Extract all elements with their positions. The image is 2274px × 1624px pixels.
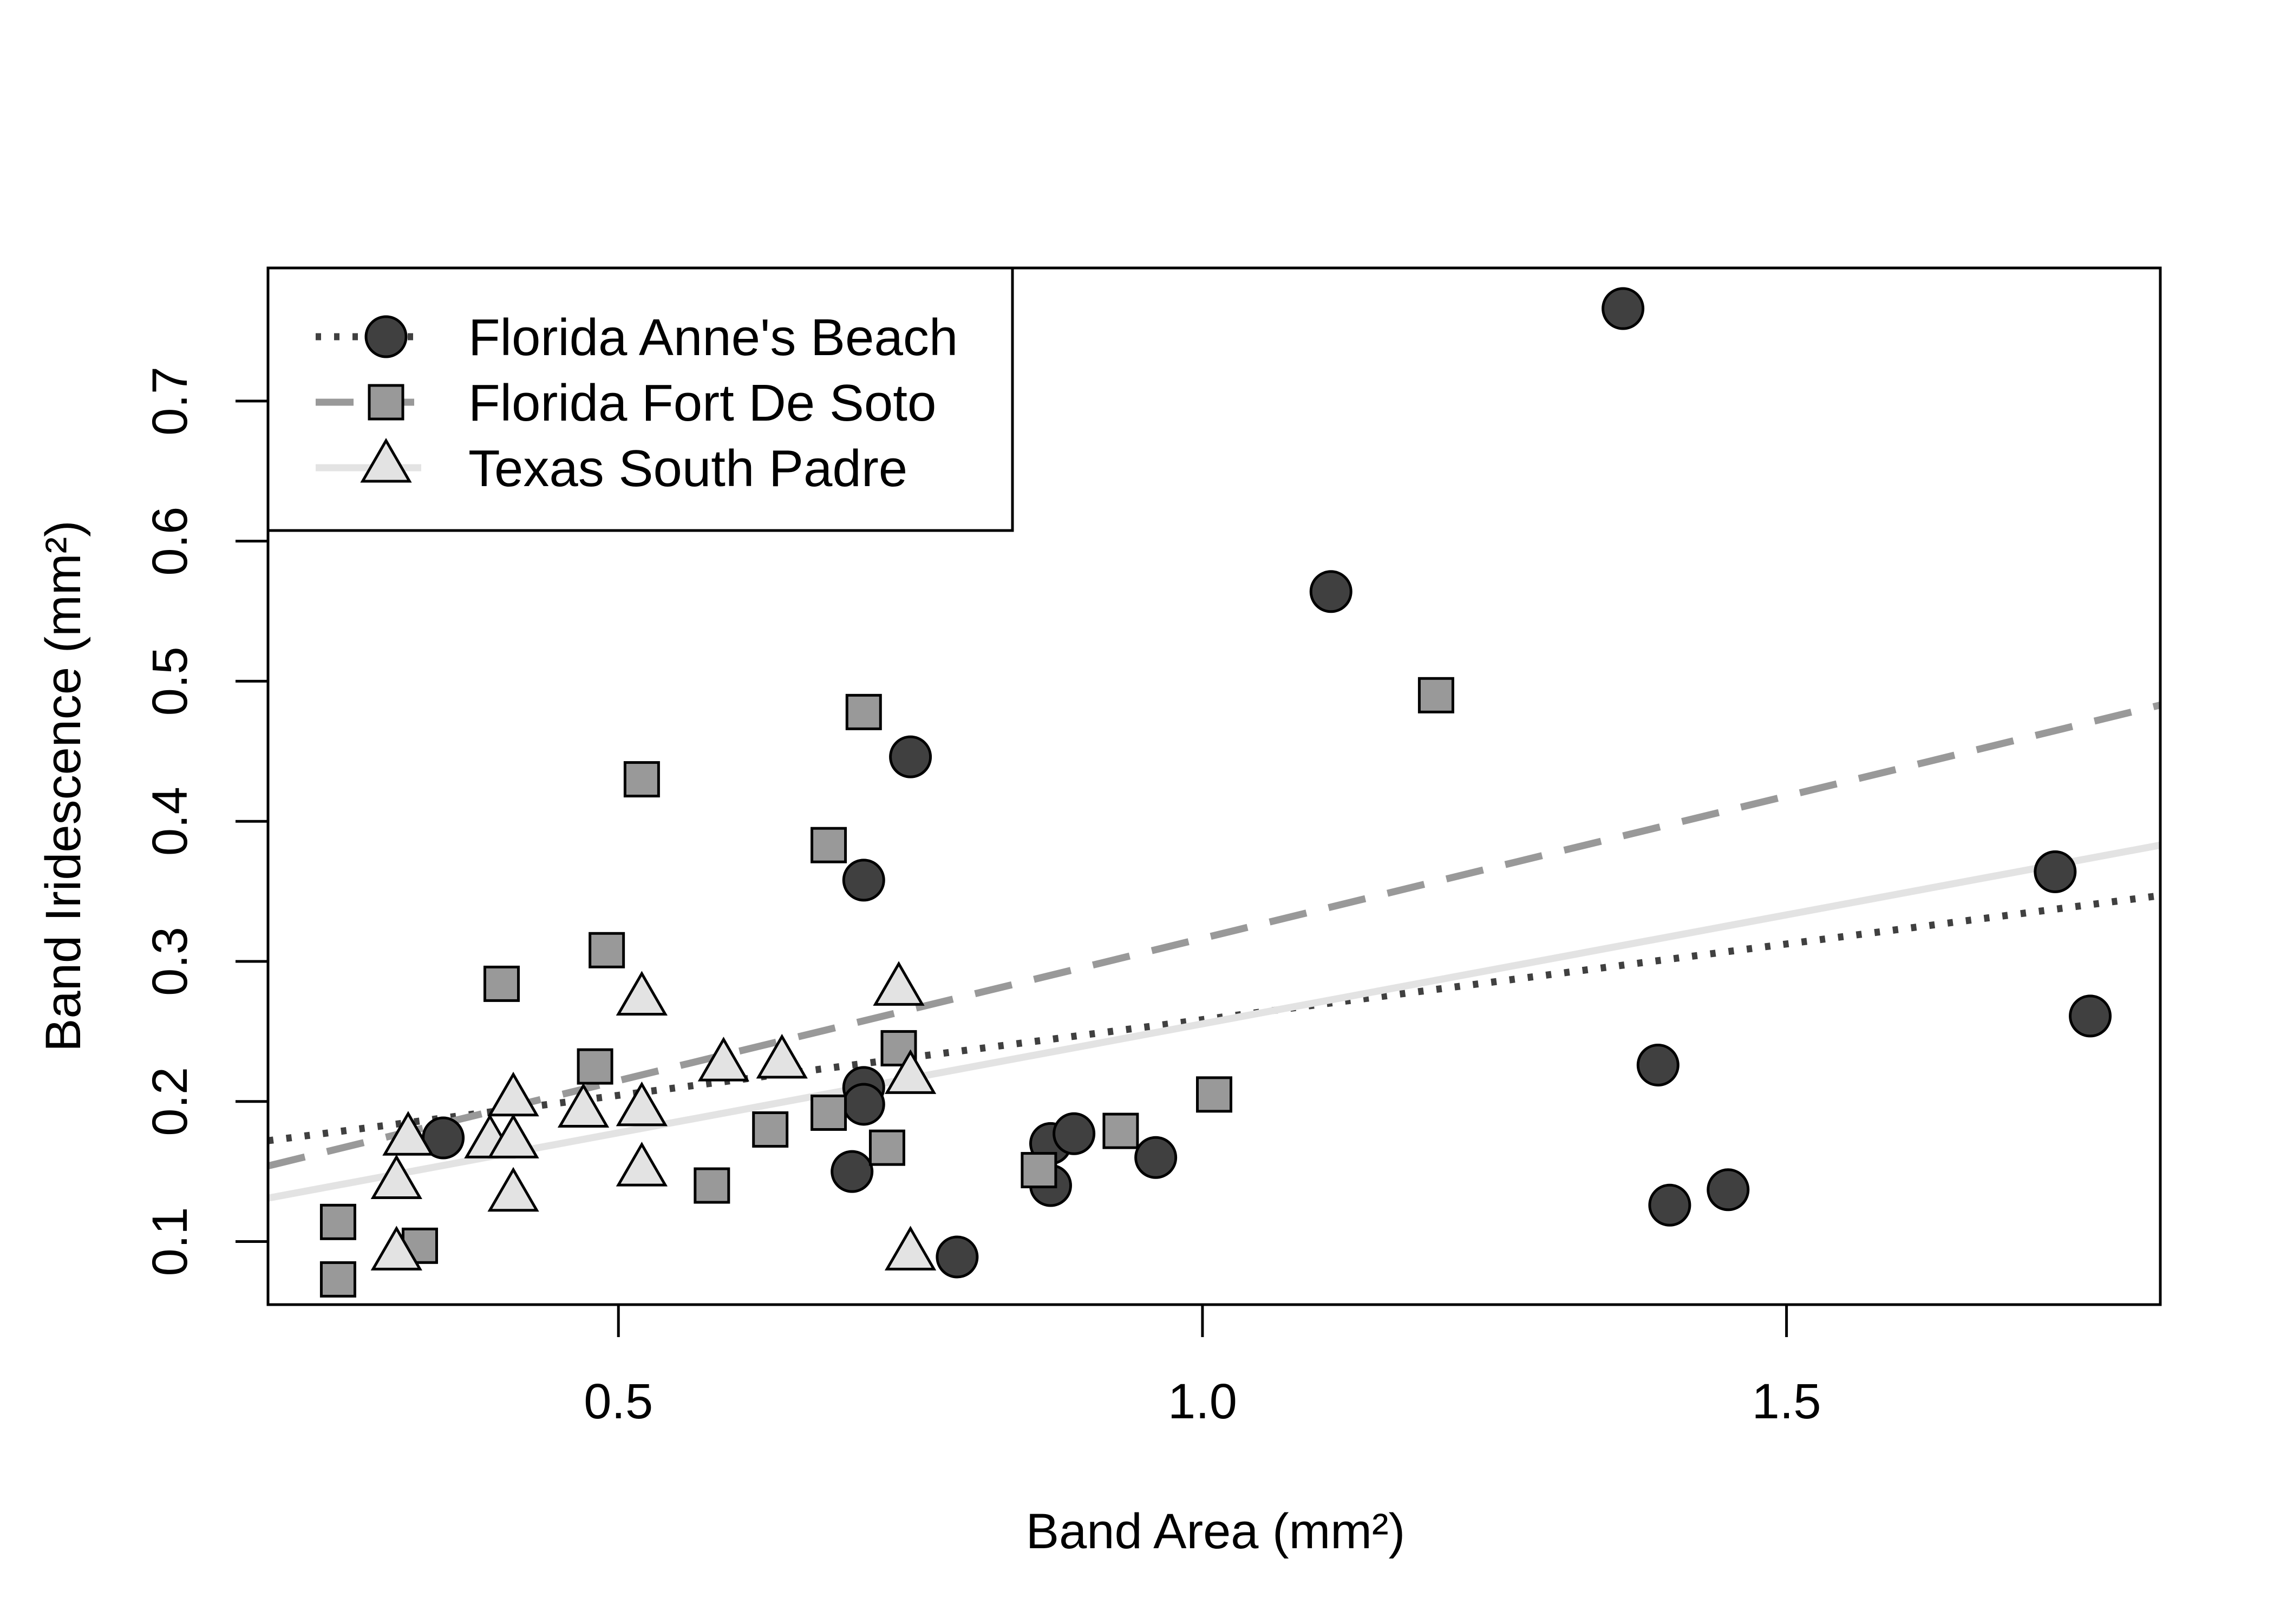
legend-label: Texas South Padre <box>468 440 907 497</box>
x-tick-label: 0.5 <box>584 1374 653 1429</box>
legend: Florida Anne's Beach Florida Fort De Soto… <box>266 266 1014 532</box>
point-square <box>694 1167 730 1204</box>
point-triangle <box>756 1033 808 1079</box>
point-circle <box>1309 570 1352 613</box>
point-circle <box>831 1150 874 1193</box>
point-square <box>752 1111 789 1148</box>
point-square <box>1021 1152 1057 1189</box>
legend-marker-triangle <box>360 437 412 483</box>
point-triangle <box>370 1154 422 1199</box>
point-square <box>589 932 625 968</box>
data-points <box>319 287 2112 1298</box>
y-tick-label: 0.5 <box>142 646 198 716</box>
point-triangle <box>697 1037 750 1082</box>
point-square <box>1196 1076 1232 1113</box>
y-axis: 0.1 0.2 0.3 0.4 0.5 0.6 0.7 <box>142 366 268 1276</box>
point-triangle <box>616 1142 668 1187</box>
regression-lines <box>267 702 2161 1202</box>
y-tick-label: 0.6 <box>142 507 198 576</box>
legend-label: Florida Anne's Beach <box>468 309 958 366</box>
point-triangle <box>616 971 668 1016</box>
y-tick-label: 0.7 <box>142 366 198 436</box>
point-triangle <box>873 961 925 1006</box>
point-square <box>623 761 660 798</box>
x-tick-label: 1.5 <box>1752 1374 1821 1429</box>
point-circle <box>1602 287 1645 330</box>
y-tick-label: 0.3 <box>142 927 198 996</box>
point-square <box>1417 677 1454 713</box>
point-square <box>483 965 520 1002</box>
x-axis: 0.5 1.0 1.5 <box>584 1305 1821 1429</box>
point-triangle <box>884 1049 937 1094</box>
point-circle <box>1636 1043 1680 1086</box>
point-square <box>811 827 847 863</box>
point-circle <box>1707 1168 1750 1212</box>
point-square <box>868 1129 905 1166</box>
y-tick-label: 0.2 <box>142 1067 198 1136</box>
point-square <box>319 1203 356 1240</box>
x-tick-label: 1.0 <box>1168 1374 1237 1429</box>
point-triangle <box>370 1226 422 1271</box>
y-tick-label: 0.4 <box>142 787 198 856</box>
point-triangle <box>487 1071 539 1117</box>
point-triangle <box>557 1083 610 1128</box>
point-circle <box>1648 1183 1691 1227</box>
point-square <box>319 1261 356 1298</box>
point-circle <box>1134 1136 1178 1179</box>
point-circle <box>1053 1112 1096 1155</box>
point-square <box>1102 1112 1139 1149</box>
y-axis-label: Band Iridescence (mm²) <box>36 520 91 1052</box>
point-triangle <box>382 1111 434 1156</box>
point-triangle <box>487 1114 539 1158</box>
point-circle <box>2069 994 2112 1038</box>
point-square <box>577 1048 613 1085</box>
point-circle <box>936 1235 979 1279</box>
legend-marker-circle <box>364 315 408 358</box>
point-square <box>811 1094 847 1131</box>
point-triangle <box>616 1081 668 1127</box>
point-circle <box>842 859 885 902</box>
point-square <box>845 693 882 730</box>
y-tick-label: 0.1 <box>142 1207 198 1276</box>
legend-marker-square <box>368 384 404 421</box>
x-axis-label: Band Area (mm²) <box>1026 1504 1405 1559</box>
point-triangle <box>487 1167 539 1212</box>
legend-entries: Florida Anne's Beach Florida Fort De Soto… <box>316 309 958 497</box>
point-square <box>880 1030 917 1066</box>
plot-frame <box>266 266 2162 1306</box>
point-triangle <box>884 1226 937 1271</box>
point-circle <box>2034 850 2077 893</box>
fit-line-triangle <box>267 841 2161 1202</box>
point-circle <box>889 735 932 778</box>
legend-label: Florida Fort De Soto <box>468 374 936 432</box>
point-circle <box>842 1083 885 1126</box>
